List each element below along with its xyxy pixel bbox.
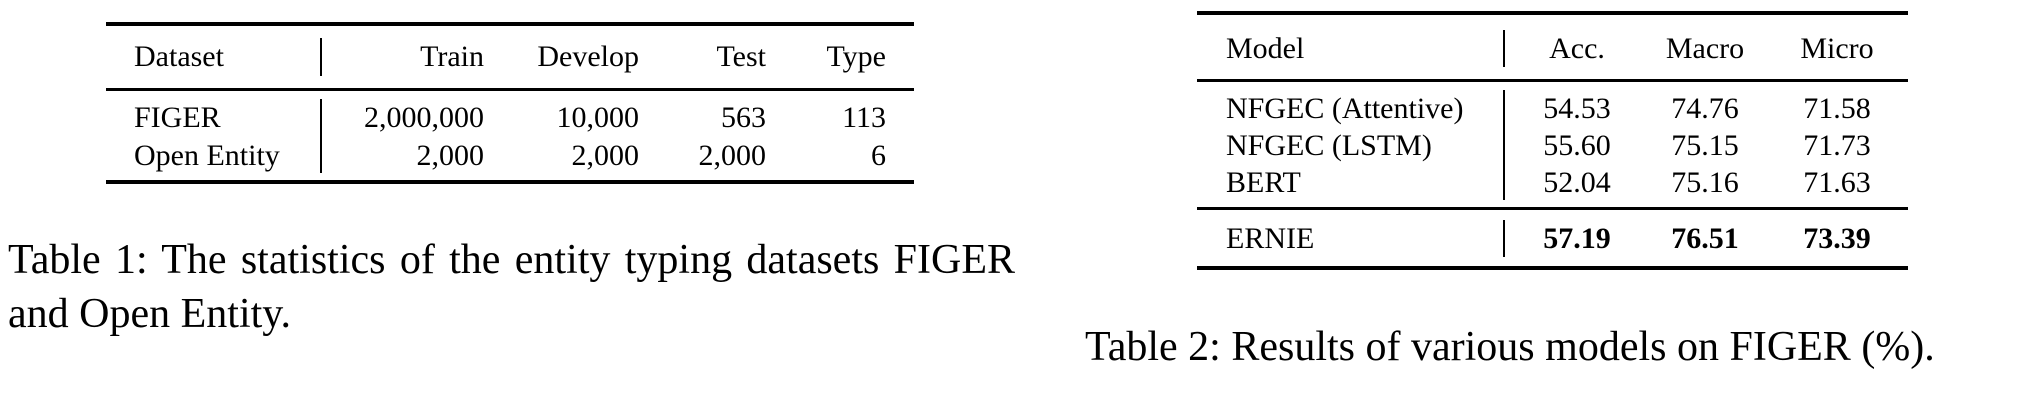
table-2-header-macro: Macro <box>1665 32 1745 65</box>
table-1-header-row: Dataset Train Develop Test Type <box>106 38 914 76</box>
table-2-cell-model: NFGEC (LSTM) <box>1226 129 1432 162</box>
table-2-cell-micro: 73.39 <box>1803 222 1871 255</box>
table-1-header-dataset: Dataset <box>134 40 224 73</box>
table-2: Model Acc. Macro Micro NFGEC (Attentive)… <box>1197 11 1908 270</box>
table-2-cell-micro: 71.63 <box>1803 166 1871 199</box>
table-2-cell-macro: 75.16 <box>1671 166 1739 199</box>
table-2-caption: Table 2: Results of various models on FI… <box>1085 324 1935 370</box>
table-2-header: Model Acc. Macro Micro <box>1197 15 1908 79</box>
table-2-header-row: Model Acc. Macro Micro <box>1197 30 1908 67</box>
table-2-cell-model: ERNIE <box>1226 222 1315 255</box>
table-1-cell-test: 2,000 <box>698 139 767 172</box>
table-1-cell-test: 563 <box>721 101 766 134</box>
table-1-bottom-rule <box>106 180 914 184</box>
table-2-bottom-rule <box>1197 266 1908 270</box>
table-1-header-test: Test <box>716 40 766 73</box>
table-2-cell-acc: 55.60 <box>1543 129 1611 162</box>
table-row: FIGER 2,000,000 10,000 563 113 <box>106 99 914 137</box>
table-1-column-divider <box>320 99 322 173</box>
table-1-cell-type: 113 <box>842 101 886 134</box>
table-2-cell-micro: 71.58 <box>1803 92 1871 125</box>
table-2-header-model: Model <box>1226 32 1305 65</box>
table-row: NFGEC (LSTM) 55.60 75.15 71.73 <box>1197 127 1908 164</box>
table-2-header-acc: Acc. <box>1549 32 1605 65</box>
table-1-header-develop: Develop <box>537 40 639 73</box>
table-1-mid-rule <box>106 88 914 91</box>
table-2-top-rule <box>1197 11 1908 15</box>
table-2-cell-macro: 75.15 <box>1671 129 1739 162</box>
table-2-cell-acc: 57.19 <box>1543 222 1611 255</box>
table-1: Dataset Train Develop Test Type FIGER 2,… <box>106 22 914 184</box>
table-2-mid-rule <box>1197 207 1908 210</box>
table-1-cell-develop: 2,000 <box>571 139 640 172</box>
table-1-column-divider <box>320 38 322 76</box>
table-1-cell-train: 2,000 <box>416 139 485 172</box>
table-2-cell-macro: 76.51 <box>1671 222 1739 255</box>
table-1-top-rule <box>106 22 914 26</box>
table-2-cell-macro: 74.76 <box>1671 92 1739 125</box>
table-2-header-micro: Micro <box>1800 32 1874 65</box>
table-2-cell-model: NFGEC (Attentive) <box>1226 92 1464 125</box>
table-1-body: FIGER 2,000,000 10,000 563 113 Open Enti… <box>106 91 914 180</box>
table-2-cell-micro: 71.73 <box>1803 129 1871 162</box>
table-row: ERNIE 57.19 76.51 73.39 <box>1197 220 1908 257</box>
table-row: BERT 52.04 75.16 71.63 <box>1197 164 1908 201</box>
table-1-cell-type: 6 <box>871 139 886 172</box>
table-1-header: Dataset Train Develop Test Type <box>106 26 914 88</box>
table-1-cell-dataset: FIGER <box>134 101 221 134</box>
table-row: NFGEC (Attentive) 54.53 74.76 71.58 <box>1197 90 1908 127</box>
table-2-mid-rule <box>1197 79 1908 82</box>
table-2-cell-model: BERT <box>1226 166 1301 199</box>
table-2-highlight: ERNIE 57.19 76.51 73.39 <box>1197 210 1908 266</box>
table-1-cell-train: 2,000,000 <box>364 101 484 134</box>
table-1-header-train: Train <box>420 40 484 73</box>
table-2-cell-acc: 54.53 <box>1543 92 1611 125</box>
table-1-header-type: Type <box>826 40 886 73</box>
table-row: Open Entity 2,000 2,000 2,000 6 <box>106 137 914 175</box>
table-2-column-divider <box>1503 30 1505 67</box>
table-2-cell-acc: 52.04 <box>1543 166 1611 199</box>
table-1-caption: Table 1: The statistics of the entity ty… <box>8 237 1015 337</box>
table-1-cell-develop: 10,000 <box>556 101 640 134</box>
table-1-cell-dataset: Open Entity <box>134 139 280 172</box>
table-2-body: NFGEC (Attentive) 54.53 74.76 71.58 NFGE… <box>1197 82 1908 207</box>
table-2-column-divider <box>1503 90 1505 200</box>
table-2-column-divider <box>1503 220 1505 257</box>
